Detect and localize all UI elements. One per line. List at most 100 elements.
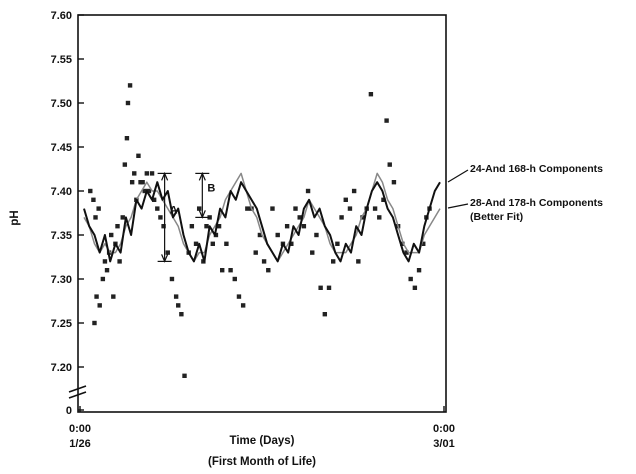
data-point <box>111 294 116 299</box>
data-point <box>360 215 365 220</box>
data-point <box>220 268 225 273</box>
y-tick-label: 7.45 <box>51 142 72 154</box>
y-tick-label: 7.40 <box>51 186 72 198</box>
data-point <box>125 100 131 106</box>
data-point <box>266 268 271 273</box>
data-point <box>305 188 311 194</box>
data-point <box>384 118 389 123</box>
data-point <box>240 303 246 308</box>
data-point <box>146 188 152 194</box>
series-lines <box>83 172 441 263</box>
data-point <box>310 250 315 255</box>
range-arrow-up <box>161 171 169 181</box>
data-point <box>142 188 147 194</box>
data-point <box>165 250 170 255</box>
data-point <box>204 224 209 229</box>
data-point <box>88 188 93 194</box>
data-point <box>193 241 199 246</box>
data-point <box>284 224 290 229</box>
data-point <box>261 259 267 264</box>
range-label: B <box>207 182 215 194</box>
data-point <box>182 373 187 378</box>
data-point <box>117 259 122 264</box>
y-tick-label: 7.55 <box>51 54 72 66</box>
data-points <box>88 83 432 378</box>
range-arrow-down <box>198 210 206 219</box>
data-point <box>408 276 413 282</box>
data-point <box>140 180 145 185</box>
data-point <box>331 259 336 264</box>
data-point <box>270 206 275 211</box>
data-point <box>104 268 110 273</box>
data-point <box>93 215 98 220</box>
data-point <box>213 232 219 238</box>
data-point <box>228 268 233 273</box>
data-point <box>245 206 250 211</box>
range-label: A <box>170 204 178 216</box>
legend-pointer-2 <box>447 203 469 209</box>
data-point <box>115 224 120 229</box>
data-point <box>97 303 102 308</box>
range-annotations: AB <box>157 171 215 263</box>
data-point <box>368 92 374 97</box>
range-arrow-down <box>161 254 169 263</box>
data-point <box>416 268 422 273</box>
y-tick-label: 7.25 <box>51 318 72 330</box>
data-point <box>169 276 175 282</box>
x-tick-label-time: 0:00 <box>69 423 91 435</box>
y-axis-title: pH <box>9 210 21 225</box>
x-axis-subtitle: (First Month of Life) <box>208 456 316 468</box>
data-point <box>124 136 130 141</box>
series-line-28-178h <box>83 172 441 263</box>
data-point <box>210 241 215 246</box>
data-point <box>127 83 133 88</box>
legend-label-series-1: 24-And 168-h Components <box>470 163 603 175</box>
data-point <box>293 206 298 211</box>
data-point <box>318 285 323 290</box>
data-point <box>232 276 237 282</box>
y-tick-label: 7.20 <box>51 362 72 374</box>
data-point <box>224 241 229 246</box>
data-point <box>404 250 409 255</box>
data-point <box>176 303 181 308</box>
data-point <box>216 224 222 229</box>
x-axis-title: Time (Days) <box>230 435 295 447</box>
legend-label-series-2: 28-And 178-h Components <box>470 197 603 209</box>
data-point <box>253 250 258 255</box>
data-point <box>381 197 386 202</box>
y-axis-ticks: 7.60 7.55 7.50 7.45 7.40 7.35 7.30 7.25 7.20 0 <box>51 10 84 417</box>
x-tick-label-date: 1/26 <box>69 438 90 450</box>
data-point <box>207 215 212 220</box>
x-tick-label-time: 0:00 <box>433 423 455 435</box>
legend: 24-And 168-h Components 28-And 178-h Com… <box>447 163 603 223</box>
y-axis-break <box>68 385 87 399</box>
data-point <box>155 206 160 211</box>
data-point <box>102 259 108 264</box>
data-point <box>301 224 307 229</box>
data-point <box>322 312 328 317</box>
data-point <box>421 241 426 246</box>
series-line-24-168h <box>83 181 441 263</box>
data-point <box>356 259 361 264</box>
data-point <box>391 180 397 185</box>
y-tick-label: 7.60 <box>51 10 72 22</box>
x-axis-ticks: 0:00 1/26 0:00 3/01 <box>69 406 455 450</box>
data-point <box>91 197 96 202</box>
axis-break-mark-1 <box>68 385 87 393</box>
plot-frame <box>77 14 447 413</box>
data-point <box>257 232 263 238</box>
data-point <box>173 294 179 299</box>
data-point <box>412 285 418 290</box>
data-point <box>136 153 141 158</box>
data-point <box>120 215 125 220</box>
y-tick-label: 7.35 <box>51 230 72 242</box>
data-point <box>144 171 150 176</box>
data-point <box>94 294 99 299</box>
legend-pointer-1 <box>447 169 469 183</box>
data-point <box>100 276 106 282</box>
data-point <box>326 285 332 290</box>
data-point <box>149 171 155 176</box>
data-point <box>339 215 344 220</box>
